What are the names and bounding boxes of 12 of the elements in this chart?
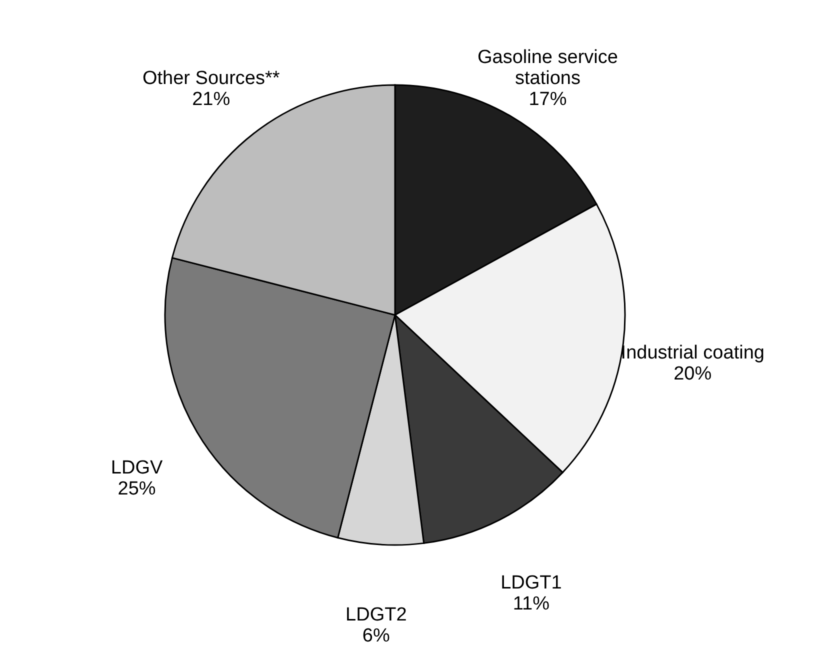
- slice-label: LDGV: [110, 458, 163, 479]
- slice-label: Other Sources**: [142, 68, 280, 89]
- data-label: 17%: [528, 88, 567, 110]
- data-label: 25%: [118, 478, 156, 500]
- data-label: 20%: [674, 364, 712, 385]
- slice-label: Industrial coating: [620, 342, 764, 364]
- data-label: 6%: [362, 625, 390, 646]
- slice-label: LDGT1: [500, 572, 562, 594]
- slice-label: Gasoline service stations: [477, 46, 618, 89]
- data-label: 21%: [192, 88, 230, 110]
- data-label: 11%: [512, 593, 550, 614]
- slice-label: LDGT2: [346, 604, 407, 626]
